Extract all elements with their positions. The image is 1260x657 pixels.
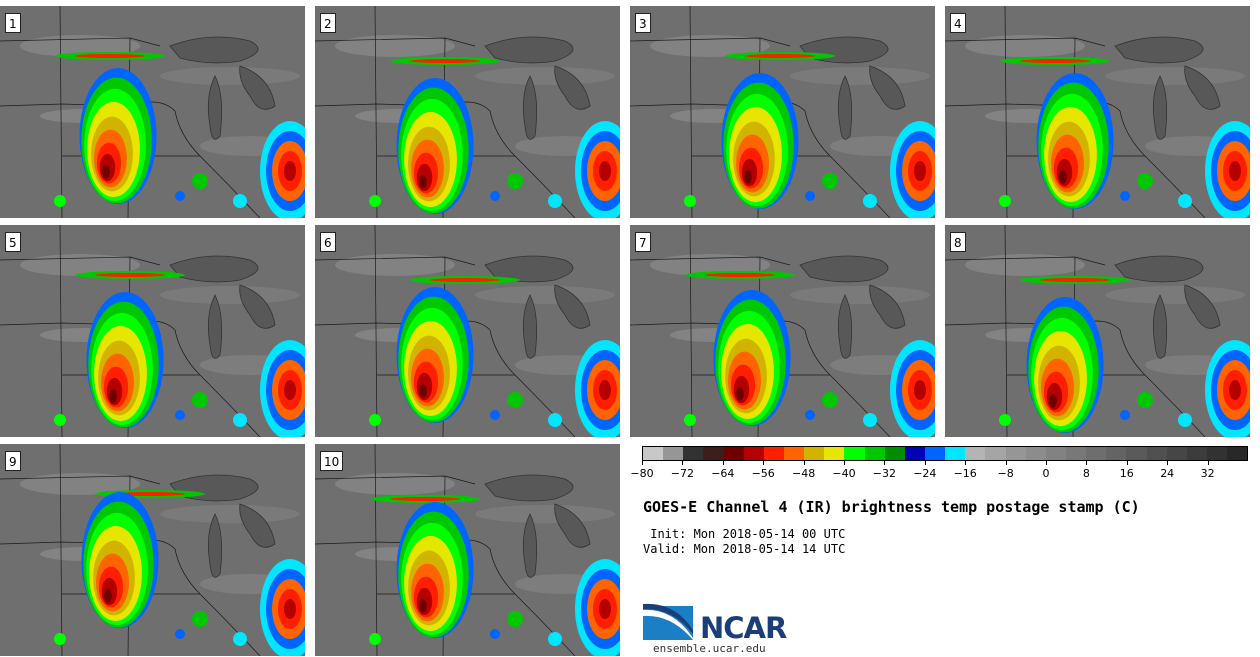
colorbar-tick-label: −16 [953,467,977,480]
colorbar-swatch [1166,447,1187,460]
colorbar-swatch [1227,447,1248,460]
colorbar-swatch [763,447,784,460]
ir-satellite-map [630,225,935,437]
chart-title: GOES-E Channel 4 (IR) brightness temp po… [643,498,1140,516]
panel-number: 6 [320,232,336,252]
map-panel: 7 [630,225,935,437]
colorbar-swatch [1186,447,1207,460]
colorbar-tick-mark [924,461,926,465]
colorbar-swatch [1005,447,1026,460]
colorbar-tick-label: −80 [630,467,654,480]
colorbar-swatch [1025,447,1046,460]
colorbar [642,446,1248,461]
colorbar-swatch [924,447,946,460]
colorbar-tick-mark [965,461,967,465]
map-panel: 10 [315,444,620,656]
colorbar-tick-mark [682,461,684,465]
colorbar-tick-label: 8 [1082,467,1090,480]
map-panel: 5 [0,225,305,437]
ncar-logo-icon [643,603,693,640]
colorbar-swatch [985,447,1006,460]
colorbar-swatch [824,447,845,460]
ir-satellite-map [0,225,305,437]
ir-satellite-map [315,6,620,218]
colorbar-swatch [723,447,744,460]
colorbar-tick-label: −24 [913,467,937,480]
panel-number: 10 [320,451,344,471]
colorbar-tick-mark [1167,461,1169,465]
logo-wordmark: NCAR [700,611,787,645]
panel-number: 4 [950,13,966,33]
panel-number: 7 [635,232,651,252]
colorbar-tick-label: −8 [997,467,1014,480]
colorbar-swatch [945,447,966,460]
colorbar-swatch [904,447,925,460]
panel-number: 3 [635,13,651,33]
colorbar-swatch [1146,447,1167,460]
init-time: Init: Mon 2018-05-14 00 UTC [643,527,846,541]
colorbar-tick-label: 16 [1119,467,1134,480]
colorbar-tick-mark [844,461,845,465]
panel-number: 8 [950,232,966,252]
colorbar-tick-label: 24 [1160,467,1175,480]
ir-satellite-map [945,225,1250,437]
colorbar-swatch [643,447,664,460]
colorbar-swatch [884,447,905,460]
colorbar-swatch [1106,447,1127,460]
colorbar-tick-mark [763,461,765,465]
colorbar-tick-label: −64 [711,467,735,480]
colorbar-tick-mark [642,461,643,465]
colorbar-swatch [965,447,986,460]
ir-satellite-map [315,444,620,656]
ir-satellite-map [630,6,935,218]
colorbar-ticks: −80 −72 −64 −56 −48 −40 −32 −24 −16 −8 0 8 16 24 32 [630,461,1248,480]
map-panel: 6 [315,225,620,437]
colorbar-tick-mark [1005,461,1007,465]
colorbar-swatch [804,447,825,460]
map-panel: 2 [315,6,620,218]
colorbar-tick-mark [722,461,724,465]
colorbar-tick-mark [1086,461,1088,465]
valid-time: Valid: Mon 2018-05-14 14 UTC [643,542,846,556]
panel-number: 5 [5,232,21,252]
colorbar-tick-label: −56 [751,467,775,480]
colorbar-swatch [663,447,684,460]
colorbar-swatch [1126,447,1147,460]
colorbar-swatch [864,447,885,460]
map-panel: 1 [0,6,305,218]
colorbar-swatch [703,447,724,460]
colorbar-swatch [1065,447,1087,460]
colorbar-swatch [683,447,704,460]
colorbar-tick-mark [803,461,805,465]
colorbar-tick-label: 32 [1200,467,1215,480]
map-panel: 8 [945,225,1250,437]
website-url: ensemble.ucar.edu [653,642,766,655]
colorbar-swatch [743,447,764,460]
colorbar-swatch [1045,447,1066,460]
map-panel: 3 [630,6,935,218]
colorbar-swatch [1206,447,1228,460]
colorbar-tick-label: −32 [872,467,896,480]
ir-satellite-map [945,6,1250,218]
ir-satellite-map [315,225,620,437]
ir-satellite-map [0,444,305,656]
map-panel: 9 [0,444,305,656]
panel-number: 2 [320,13,336,33]
colorbar-tick-mark [1207,461,1209,465]
ir-satellite-map [0,6,305,218]
colorbar-tick-label: −48 [791,467,816,480]
panel-number: 9 [5,451,21,471]
colorbar-tick-mark [884,461,886,465]
panel-number: 1 [5,13,21,33]
colorbar-tick-label: 0 [1042,467,1050,480]
map-panel: 4 [945,6,1250,218]
colorbar-swatch [844,447,865,460]
colorbar-tick-mark [1046,461,1047,465]
colorbar-swatch [1086,447,1107,460]
colorbar-tick-label: −72 [670,467,694,480]
colorbar-tick-label: −40 [832,467,856,480]
colorbar-tick-mark [1126,461,1128,465]
colorbar-swatch [783,447,805,460]
